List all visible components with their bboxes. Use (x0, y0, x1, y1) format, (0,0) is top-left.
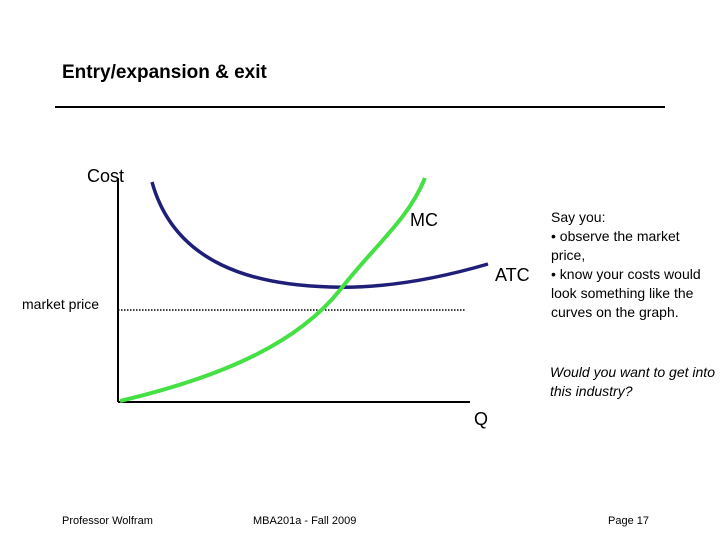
footer-professor: Professor Wolfram (62, 515, 153, 527)
atc-curve (150, 181, 489, 289)
atc-curve-label: ATC (495, 265, 530, 285)
question-text: Would you want to get into this industry… (550, 364, 715, 399)
footer-course: MBA201a - Fall 2009 (253, 515, 357, 527)
title-rule (55, 106, 665, 108)
y-axis-label: Cost (87, 166, 125, 186)
mc-curve (119, 177, 427, 403)
side-intro: Say you: (551, 209, 606, 225)
side-text: Say you: • observe the market price, • k… (551, 208, 716, 322)
side-bullet: • observe the market price, (551, 228, 680, 263)
x-axis-label: Q (474, 409, 489, 429)
side-bullet: • know your costs would look something l… (551, 266, 701, 320)
slide-title: Entry/expansion & exit (62, 62, 267, 83)
footer-page-number: Page 17 (608, 515, 649, 527)
market-price-label: market price (22, 296, 100, 312)
mc-curve-label: MC (410, 210, 438, 230)
